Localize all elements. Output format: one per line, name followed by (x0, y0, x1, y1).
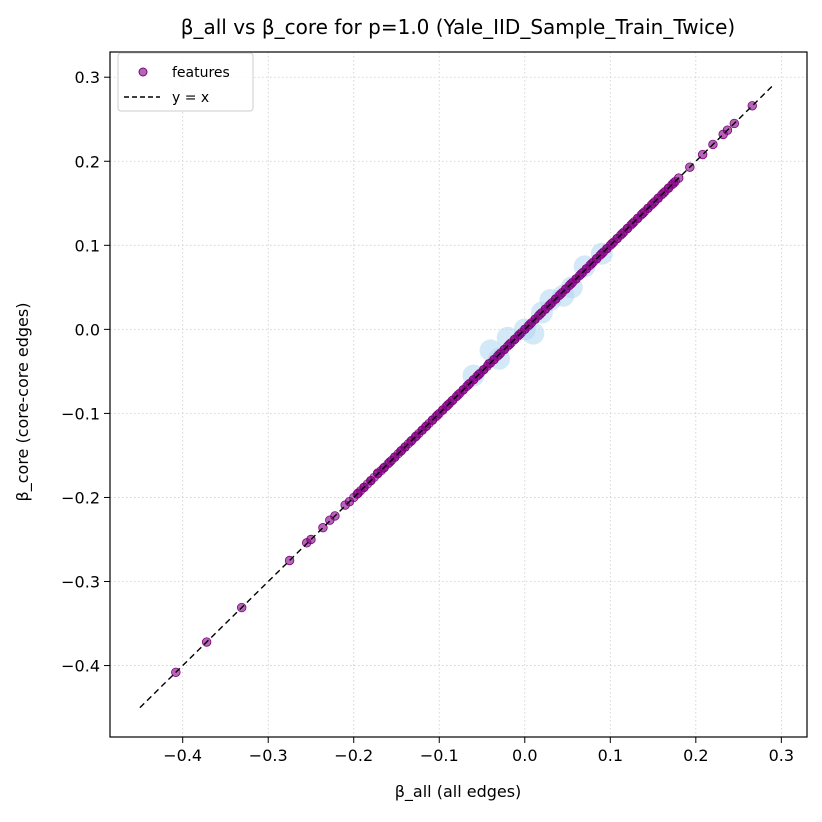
legend: features y = x (117, 52, 254, 112)
y-tick-label: 0.1 (75, 236, 100, 255)
y-tick-label: −0.2 (61, 488, 100, 507)
y-tick-label: −0.3 (61, 573, 100, 592)
y-axis-label: β_core (core-core edges) (13, 303, 33, 502)
legend-marker-features (138, 67, 148, 77)
x-tick-label: −0.4 (163, 746, 202, 765)
x-tick-label: 0.0 (512, 746, 537, 765)
chart-title: β_all vs β_core for p=1.0 (Yale_IID_Samp… (181, 15, 736, 39)
x-tick-label: −0.3 (249, 746, 288, 765)
grid (110, 52, 807, 737)
x-tick-label: 0.1 (598, 746, 623, 765)
x-tick-label: 0.3 (769, 746, 794, 765)
reference-line-group (139, 85, 774, 709)
x-tick-label: −0.2 (334, 746, 373, 765)
reference-line-yx (139, 85, 774, 709)
y-tick-label: −0.1 (61, 404, 100, 423)
y-tick-label: 0.0 (75, 320, 100, 339)
x-ticks: −0.4 −0.3 −0.2 −0.1 0.0 0.1 0.2 0.3 (163, 737, 794, 765)
legend-label-features: features (172, 65, 230, 81)
x-axis-label: β_all (all edges) (395, 782, 522, 802)
x-tick-label: −0.1 (420, 746, 459, 765)
y-tick-label: 0.3 (75, 68, 100, 87)
y-tick-label: −0.4 (61, 657, 100, 676)
plot-frame (109, 51, 808, 738)
x-tick-label: 0.2 (683, 746, 708, 765)
y-ticks: −0.4 −0.3 −0.2 −0.1 0.0 0.1 0.2 0.3 (61, 68, 110, 676)
legend-label-yx: y = x (172, 90, 209, 106)
y-tick-label: 0.2 (75, 152, 100, 171)
